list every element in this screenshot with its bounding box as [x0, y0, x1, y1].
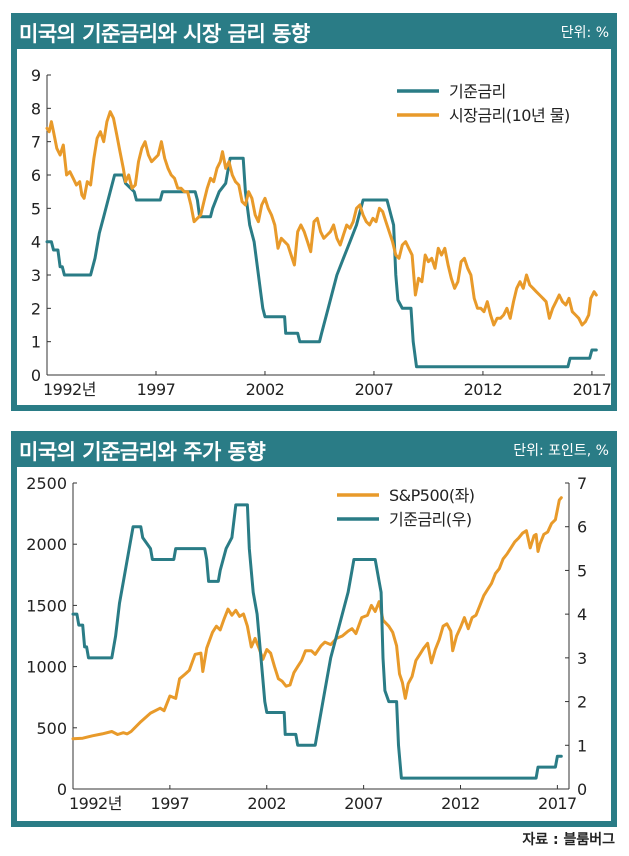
y-tick-label: 4 — [31, 233, 41, 252]
y-tick-label: 2000 — [26, 535, 67, 554]
series-line-1 — [71, 496, 563, 741]
y-tick-label: 2500 — [26, 474, 67, 493]
rates-chart: 0 1 2 3 4 5 6 7 8 9 1992년 1997 2002 2007 2012 2017 기준금리시… — [17, 49, 611, 405]
legend-label: S&P500(좌) — [389, 486, 475, 505]
y-tick-label: 2 — [31, 299, 41, 318]
legend-label: 기준금리(우) — [389, 510, 472, 529]
y-tick-label: 8 — [31, 99, 41, 118]
y-tick-label: 7 — [31, 133, 41, 152]
chart-header: 미국의 기준금리와 시장 금리 동향 단위: % — [11, 13, 617, 49]
series-line-1 — [45, 156, 598, 369]
chart-title: 미국의 기준금리와 시장 금리 동향 — [19, 22, 310, 46]
y-tick-label-right: 0 — [577, 780, 587, 799]
series-line-2 — [71, 503, 563, 780]
y-tick-label: 1 — [31, 333, 41, 352]
y-tick-label-right: 4 — [577, 605, 587, 624]
y-tick-label: 1500 — [26, 596, 67, 615]
chart-unit: 단위: 포인트, % — [513, 443, 609, 459]
y-tick-label: 0 — [31, 366, 41, 385]
x-tick-label: 1997 — [151, 794, 190, 813]
y-tick-label-right: 3 — [577, 649, 587, 668]
x-tick-label: 1992년 — [69, 794, 122, 813]
stocks-chart: 0 500 1000 1500 2000 2500 0 1 2 3 4 5 6 7 1992년 1997 200… — [17, 467, 611, 821]
y-tick-label-right: 7 — [577, 474, 587, 493]
x-tick-label: 2012 — [441, 794, 480, 813]
x-tick-label: 2002 — [246, 380, 285, 399]
x-tick-label: 2017 — [538, 794, 577, 813]
series-line-2 — [45, 110, 598, 327]
chart-panel-rates: 미국의 기준금리와 시장 금리 동향 단위: % 0 1 2 3 4 5 6 7 8 9 1992년… — [11, 13, 617, 411]
y-tick-label: 1000 — [26, 658, 67, 677]
y-tick-label: 9 — [31, 66, 41, 85]
y-tick-label-right: 2 — [577, 693, 587, 712]
x-tick-label: 1997 — [137, 380, 176, 399]
chart-title: 미국의 기준금리와 주가 동향 — [19, 440, 266, 464]
legend-label: 시장금리(10년 물) — [449, 106, 570, 125]
x-tick-label: 2002 — [247, 794, 286, 813]
y-tick-label-right: 5 — [577, 561, 587, 580]
chart-unit: 단위: % — [560, 25, 609, 41]
y-tick-label: 5 — [31, 199, 41, 218]
x-tick-label: 2012 — [464, 380, 503, 399]
y-tick-label-right: 6 — [577, 518, 587, 537]
chart-panel-stocks: 미국의 기준금리와 주가 동향 단위: 포인트, % 0 500 1000 1500 2… — [11, 431, 617, 827]
x-tick-label: 2007 — [344, 794, 383, 813]
y-tick-label: 6 — [31, 166, 41, 185]
x-tick-label: 1992년 — [43, 380, 96, 399]
chart-header: 미국의 기준금리와 주가 동향 단위: 포인트, % — [11, 431, 617, 467]
y-tick-label-right: 1 — [577, 736, 587, 755]
x-tick-label: 2017 — [573, 380, 611, 399]
y-tick-label: 0 — [57, 780, 67, 799]
y-tick-label: 3 — [31, 266, 41, 285]
source-note: 자료 : 블룸버그 — [522, 832, 615, 848]
legend-label: 기준금리 — [449, 82, 506, 101]
x-tick-label: 2007 — [355, 380, 394, 399]
y-tick-label: 500 — [36, 719, 67, 738]
